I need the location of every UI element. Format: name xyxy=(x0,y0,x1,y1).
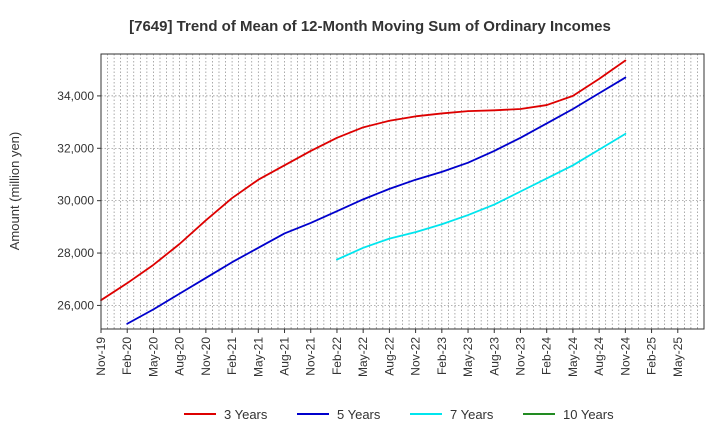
y-tick-label: 28,000 xyxy=(57,246,94,260)
x-tick-label: Aug-24 xyxy=(592,337,606,376)
x-tick-label: Nov-21 xyxy=(304,337,318,376)
x-tick-label: May-25 xyxy=(671,337,685,377)
series-lines xyxy=(100,59,627,325)
legend-label: 5 Years xyxy=(337,407,381,422)
x-tick-label: Aug-22 xyxy=(382,337,396,376)
legend: 3 Years 5 Years 7 Years 10 Years xyxy=(184,407,614,422)
x-tick-label: Nov-23 xyxy=(513,337,527,376)
x-tick-label: May-21 xyxy=(251,337,265,377)
x-tick-label: Feb-24 xyxy=(540,337,554,375)
x-tick-label: Feb-25 xyxy=(645,337,659,375)
series-line-5-years xyxy=(126,76,627,325)
x-tick-label: Nov-19 xyxy=(94,337,108,376)
x-tick-label: Feb-22 xyxy=(330,337,344,375)
x-tick-label: Feb-23 xyxy=(435,337,449,375)
x-axis: Nov-19 Feb-20 May-20 Aug-20 Nov-20 Feb-21 May-… xyxy=(94,329,685,377)
legend-label: 7 Years xyxy=(450,407,494,422)
x-tick-label: Feb-20 xyxy=(120,337,134,375)
y-tick-label: 34,000 xyxy=(57,89,94,103)
x-tick-label: Nov-22 xyxy=(409,337,423,376)
x-tick-label: Aug-23 xyxy=(487,337,501,376)
legend-label: 3 Years xyxy=(224,407,268,422)
x-tick-label: Aug-20 xyxy=(173,337,187,376)
x-tick-label: May-24 xyxy=(566,337,580,377)
grid xyxy=(100,54,705,329)
x-tick-label: Nov-24 xyxy=(618,337,632,376)
y-axis-label: Amount (million yen) xyxy=(7,132,22,251)
x-tick-label: May-20 xyxy=(146,337,160,377)
series-line-7-years xyxy=(336,132,627,261)
legend-label: 10 Years xyxy=(563,407,614,422)
y-axis: 26,000 28,000 30,000 32,000 34,000 xyxy=(57,89,101,312)
x-tick-label: Nov-20 xyxy=(199,337,213,376)
y-tick-label: 30,000 xyxy=(57,194,94,208)
chart-title: [7649] Trend of Mean of 12-Month Moving … xyxy=(129,18,611,35)
x-tick-label: May-23 xyxy=(461,337,475,377)
x-tick-label: Aug-21 xyxy=(278,337,292,376)
y-tick-label: 32,000 xyxy=(57,141,94,155)
x-tick-label: May-22 xyxy=(356,337,370,377)
plot-frame xyxy=(100,53,705,330)
y-tick-label: 26,000 xyxy=(57,298,94,312)
series-line-3-years xyxy=(100,59,627,302)
x-tick-label: Feb-21 xyxy=(225,337,239,375)
